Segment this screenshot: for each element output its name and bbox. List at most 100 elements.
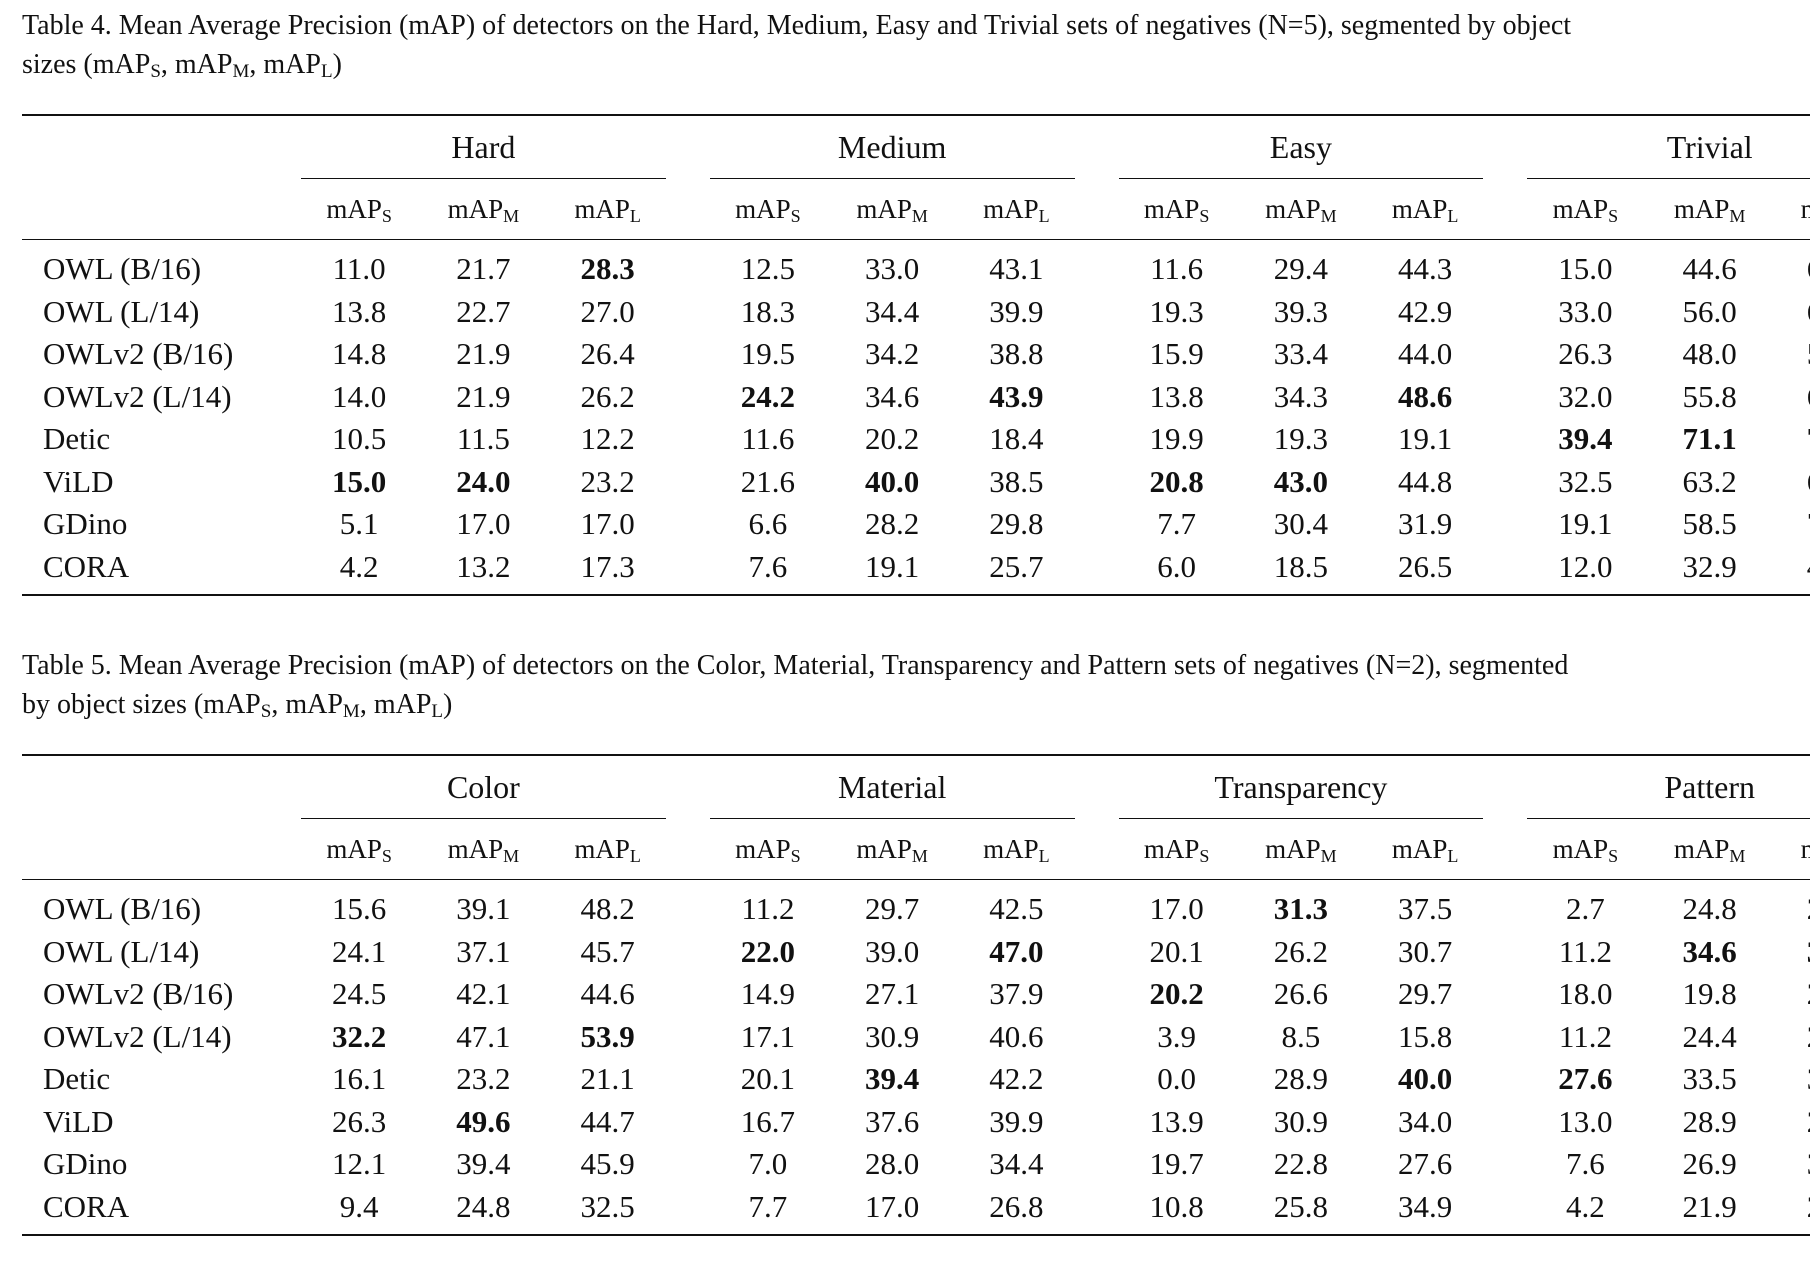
- value-cell: 13.9: [1149, 1103, 1204, 1139]
- value-cell: 34.7: [1772, 1143, 1810, 1186]
- value-cell: 19.3: [1149, 293, 1204, 329]
- value-cell: 28.0: [865, 1146, 920, 1182]
- model-name: OWLv2 (B/16): [43, 976, 234, 1012]
- value-cell: 3.9: [1157, 1018, 1197, 1054]
- value-cell: 21.9: [456, 336, 511, 372]
- gap-cell: [1079, 1058, 1115, 1101]
- model-name: OWL (L/14): [43, 293, 200, 329]
- value-cell: 26.2: [1273, 933, 1329, 969]
- value-cell: 43.1: [989, 251, 1044, 287]
- value-cell: 12.2: [580, 421, 635, 457]
- value-cell: 13.8: [332, 293, 387, 329]
- value-cell: 38.8: [989, 336, 1044, 372]
- value-cell: 15.6: [332, 891, 387, 927]
- value-cell: 26.3: [1558, 336, 1613, 372]
- gap-cell: [1078, 179, 1115, 240]
- value-cell: 20.1: [1149, 933, 1204, 969]
- value-cell: 6.6: [748, 506, 788, 542]
- model-name: CORA: [22, 545, 297, 596]
- value-cell: 28.3: [580, 251, 635, 287]
- value-cell: 39.4: [1558, 421, 1613, 457]
- value-cell: 49.6: [456, 1103, 511, 1139]
- value-cell: 22.7: [456, 293, 511, 329]
- gap-cell: [1487, 545, 1524, 596]
- subheader-map-m: mAPM: [1238, 819, 1364, 880]
- model-name: OWL (B/16): [43, 251, 202, 287]
- subheader-map-s: mAPS: [297, 179, 422, 240]
- value-cell: 44.8: [1398, 463, 1453, 499]
- value-cell: 18.5: [1238, 545, 1364, 596]
- gap-cell: [669, 545, 706, 596]
- value-cell: 13.8: [1149, 378, 1204, 414]
- model-name: OWLv2 (L/14): [43, 1018, 232, 1054]
- value-cell: 23.2: [580, 463, 635, 499]
- value-cell: 26.9: [1682, 1146, 1737, 1182]
- value-cell: 28.9: [1273, 1061, 1329, 1097]
- subheader-map-s: mAPS: [1114, 179, 1239, 240]
- gap-cell: [1079, 973, 1115, 1016]
- value-cell: 32.2: [332, 1018, 387, 1054]
- value-cell: 30.9: [1273, 1103, 1329, 1139]
- value-cell: 19.7: [1149, 1146, 1204, 1182]
- value-cell: 11.6: [1150, 251, 1204, 287]
- gap-cell: [1487, 1016, 1523, 1059]
- value-cell: 25.7: [954, 545, 1079, 596]
- value-cell: 4.2: [297, 545, 422, 596]
- value-cell: 13.0: [1558, 1103, 1613, 1139]
- gap-cell: [1078, 1185, 1115, 1236]
- value-cell: 20.5: [1772, 973, 1810, 1016]
- value-cell: 37.1: [456, 933, 511, 969]
- value-cell: 29.7: [865, 891, 920, 927]
- gap-cell: [1078, 545, 1115, 596]
- value-cell: 24.4: [1682, 1018, 1737, 1054]
- value-cell: 26.6: [1273, 976, 1329, 1012]
- gap-cell: [1487, 114, 1524, 179]
- value-cell: 26.8: [954, 1185, 1079, 1236]
- value-cell: 38.5: [989, 463, 1044, 499]
- value-cell: 11.2: [1558, 933, 1612, 969]
- subheader-map-m: mAPM: [1647, 819, 1772, 880]
- value-cell: 24.8: [1682, 891, 1737, 927]
- gap-cell: [1487, 291, 1523, 334]
- subheader-row: mAPS mAPM mAPL mAPS mAPM mAPL mAPS mAPM mAPL mAPS…: [22, 819, 1810, 880]
- value-cell: 42.2: [989, 1061, 1044, 1097]
- value-cell: 17.3: [545, 545, 670, 596]
- gap-cell: [669, 819, 706, 880]
- value-cell: 29.8: [989, 506, 1044, 542]
- gap-cell: [1079, 1143, 1115, 1186]
- gap-cell: [1487, 376, 1523, 419]
- value-cell: 33.4: [1273, 336, 1329, 372]
- model-name: Detic: [43, 421, 111, 457]
- model-name: CORA: [22, 1185, 297, 1236]
- value-cell: 15.8: [1398, 1018, 1453, 1054]
- value-cell: 23.2: [456, 1061, 511, 1097]
- value-cell: 61.8: [1772, 461, 1810, 504]
- value-cell: 26.3: [332, 1103, 387, 1139]
- gap-cell: [1079, 931, 1115, 974]
- value-cell: 71.1: [1682, 421, 1737, 457]
- value-cell: 34.2: [865, 336, 920, 372]
- gap-cell: [1078, 114, 1115, 179]
- value-cell: 19.1: [830, 545, 955, 596]
- value-cell: 24.2: [740, 378, 796, 414]
- value-cell: 29.4: [1273, 251, 1329, 287]
- gap-cell: [1487, 461, 1523, 504]
- value-cell: 20.2: [865, 421, 920, 457]
- subheader-map-m: mAPM: [421, 819, 546, 880]
- value-cell: 20.8: [1149, 463, 1204, 499]
- model-name: OWL (B/16): [43, 891, 202, 927]
- group-header-transparency: Transparency: [1114, 754, 1488, 820]
- value-cell: 17.0: [580, 506, 635, 542]
- model-name: GDino: [43, 1146, 128, 1182]
- value-cell: 22.8: [1772, 1016, 1810, 1059]
- value-cell: 48.2: [580, 891, 635, 927]
- empty-header-cell: [22, 179, 297, 240]
- value-cell: 60.1: [1772, 240, 1810, 291]
- value-cell: 33.0: [1558, 293, 1613, 329]
- value-cell: 15.9: [1149, 336, 1204, 372]
- subheader-row: mAPS mAPM mAPL mAPS mAPM mAPL mAPS mAPM mAPL mAPS…: [22, 179, 1810, 240]
- gap-cell: [670, 1143, 706, 1186]
- value-cell: 10.5: [332, 421, 387, 457]
- value-cell: 34.4: [989, 1146, 1044, 1182]
- group-header-easy: Easy: [1114, 114, 1488, 180]
